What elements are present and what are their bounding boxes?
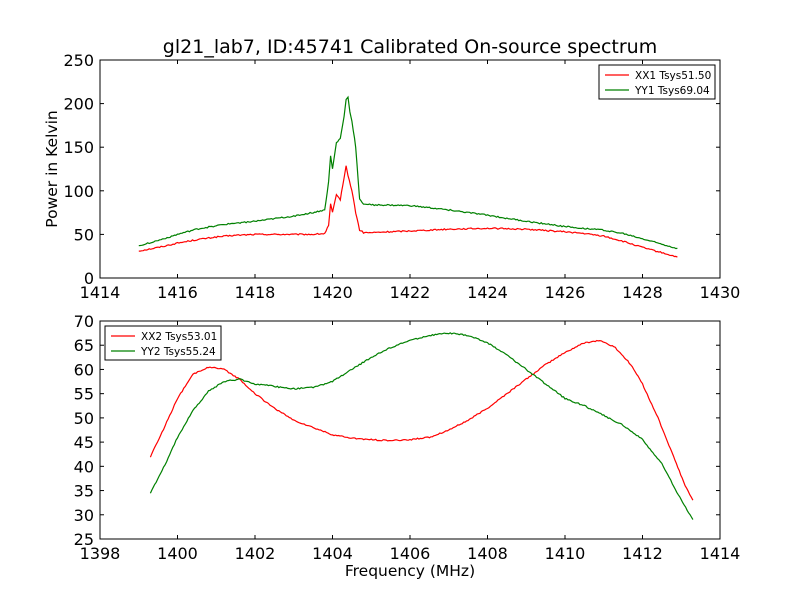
legend-box	[104, 325, 222, 361]
x-tick-label: 1428	[622, 283, 663, 302]
x-tick-label: 1404	[312, 544, 353, 563]
series-line-2	[138, 95, 678, 250]
chart-title: gl21_lab7, ID:45741 Calibrated On-source…	[163, 36, 657, 58]
bottom-series-lines	[149, 332, 694, 520]
series-line-1	[138, 165, 678, 258]
y-tick-label: 50	[74, 225, 94, 244]
x-tick-label: 1402	[235, 544, 276, 563]
y-tick-label: 200	[63, 95, 94, 114]
x-tick-label: 1408	[467, 544, 508, 563]
y-tick-label: 100	[63, 182, 94, 201]
y-tick-label: 55	[74, 385, 94, 404]
x-tick-label: 1430	[700, 283, 741, 302]
bottom-ticks: 1398 1400 1402 1404 1406 1408 1410 1412 1414 25 30…	[74, 312, 741, 563]
y-tick-label: 50	[74, 409, 94, 428]
legend-label-1: XX2 Tsys53.01	[141, 331, 217, 343]
x-tick-label: 1422	[390, 283, 431, 302]
x-tick-label: 1414	[80, 283, 121, 302]
y-tick-label: 250	[63, 51, 94, 70]
y-tick-label: 30	[74, 506, 94, 525]
x-tick-label: 1398	[80, 544, 121, 563]
y-tick-label: 60	[74, 360, 94, 379]
bottom-legend: XX2 Tsys53.01 YY2 Tsys55.24	[104, 325, 222, 361]
legend-label-1: XX1 Tsys51.50	[635, 70, 711, 82]
x-tick-label: 1420	[312, 283, 353, 302]
bottom-axes: 1398 1400 1402 1404 1406 1408 1410 1412 1414 25 30…	[74, 312, 741, 563]
x-tick-label: 1410	[545, 544, 586, 563]
legend-box	[598, 64, 716, 100]
bottom-x-axis-label: Frequency (MHz)	[345, 562, 475, 580]
top-legend: XX1 Tsys51.50 YY1 Tsys69.04	[598, 64, 716, 100]
series-line-2	[149, 332, 694, 520]
x-tick-label: 1412	[622, 544, 663, 563]
y-tick-label: 70	[74, 312, 94, 331]
top-y-axis-label: Power in Kelvin	[43, 110, 61, 227]
x-tick-label: 1414	[700, 544, 741, 563]
x-tick-label: 1424	[467, 283, 508, 302]
x-tick-label: 1400	[157, 544, 198, 563]
top-axes: 1414 1416 1418 1420 1422 1424 1426 1428 1430 0 50 1…	[63, 51, 740, 302]
series-line-1	[149, 339, 694, 501]
legend-label-2: YY2 Tsys55.24	[140, 346, 216, 358]
y-tick-label: 45	[74, 433, 94, 452]
y-tick-label: 150	[63, 138, 94, 157]
y-tick-label: 0	[84, 269, 94, 288]
x-tick-label: 1418	[235, 283, 276, 302]
x-tick-label: 1416	[157, 283, 198, 302]
y-tick-label: 35	[74, 482, 94, 501]
y-tick-label: 25	[74, 530, 94, 549]
y-tick-label: 65	[74, 336, 94, 355]
top-series-lines	[138, 95, 678, 258]
y-tick-label: 40	[74, 457, 94, 476]
legend-label-2: YY1 Tsys69.04	[634, 85, 710, 97]
x-tick-label: 1406	[390, 544, 431, 563]
x-tick-label: 1426	[545, 283, 586, 302]
top-ticks: 1414 1416 1418 1420 1422 1424 1426 1428 1430 0 50 1…	[63, 51, 740, 302]
